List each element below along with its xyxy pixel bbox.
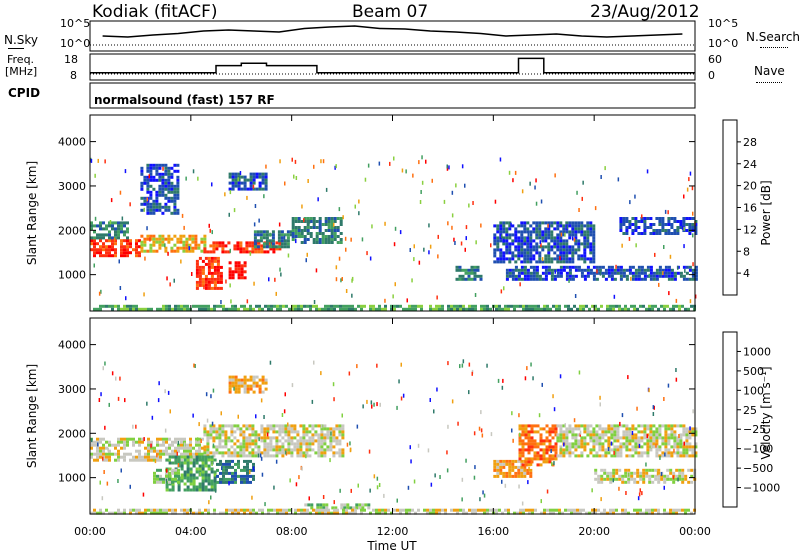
freq-label-line1: Freq. (7, 53, 35, 66)
y-tick-label: 3000 (58, 383, 86, 396)
freq-tick-bottom: 8 (70, 69, 77, 82)
nave-legend-line (756, 82, 782, 83)
velocity-region-1 (203, 424, 345, 458)
n-search-tick-top: 10^5 (708, 17, 739, 30)
x-tick-label: 20:00 (578, 525, 610, 538)
power-region-7 (228, 172, 268, 191)
cpid-label: CPID (8, 86, 41, 100)
power-colorbar-tick-label: 12 (743, 223, 757, 236)
power-region-9 (90, 221, 129, 240)
freq-tick-top: 18 (64, 53, 78, 66)
x-tick-label: 00:00 (74, 525, 106, 538)
velocity-specks (91, 359, 694, 507)
power-ylabel: Slant Range [km] (25, 161, 39, 265)
power-colorbar-frame (722, 119, 738, 296)
velocity-colorbar-tick-label: −25 (743, 423, 766, 436)
n-sky-label: N.Sky (4, 33, 39, 47)
date-title: 23/Aug/2012 (590, 2, 700, 22)
n-sky-legend-line (8, 48, 24, 49)
y-tick-label: 2000 (58, 224, 86, 237)
velocity-region-6 (493, 459, 533, 478)
axes-group: 1000 2000 3000 4000 1000 2000 3000 4000 00:00 04:… (58, 115, 711, 538)
cpid-mode: normalsound (fast) 157 RF (94, 93, 275, 107)
velocity-colorbar-tick-label: −1000 (743, 482, 780, 495)
x-axis-label: Time UT (366, 539, 417, 553)
power-heatmap (90, 155, 698, 311)
nave-tick-bottom: 0 (708, 69, 715, 82)
noise-panel-frame (89, 20, 696, 52)
frequency-line (90, 57, 695, 74)
power-colorbar-tick-label: 28 (743, 136, 757, 149)
power-colorbar-tick-label: 4 (743, 267, 750, 280)
n-sky-tick-bottom: 10^0 (60, 37, 91, 50)
velocity-region-4 (153, 468, 180, 484)
noise-series (90, 25, 695, 46)
freq-series (90, 57, 695, 75)
x-tick-label: 16:00 (477, 525, 509, 538)
velocity-region-3 (216, 459, 255, 484)
velocity-colorbar-tick-label: 100 (743, 384, 764, 397)
power-panel-frame (89, 114, 696, 312)
freq-label-line2: [MHz] (5, 65, 38, 78)
y-tick-label: 2000 (58, 427, 86, 440)
n-search-tick-bottom: 10^0 (708, 37, 739, 50)
y-tick-label: 1000 (58, 472, 86, 485)
power-region-8 (140, 163, 180, 215)
power-region-10 (455, 265, 483, 281)
y-tick-label: 3000 (58, 180, 86, 193)
beam-title: Beam 07 (352, 2, 429, 22)
power-colorbar-tick-label: 16 (743, 202, 757, 215)
n-search-label: N.Search (746, 30, 800, 44)
n-sky-line (102, 25, 683, 38)
power-colorbar-tick-label: 24 (743, 158, 757, 171)
colorbars-group: 28 24 20 16 12 8 4 1000 500 100 25 −25 −100 −500 −1000 (722, 119, 780, 508)
power-specks (90, 155, 697, 304)
power-region-11 (493, 221, 596, 264)
power-region-12 (505, 265, 698, 281)
y-tick-label: 4000 (58, 339, 86, 352)
power-region-0 (90, 239, 141, 258)
velocity-ylabel: Slant Range [km] (25, 364, 39, 468)
x-tick-label: 08:00 (276, 525, 308, 538)
velocity-colorbar-tick-label: −500 (743, 462, 773, 475)
n-search-legend-line (760, 47, 788, 48)
velocity-colorbar-tick-label: 1000 (743, 345, 771, 358)
n-sky-tick-top: 10^5 (60, 17, 91, 30)
power-region-1 (140, 234, 207, 253)
power-colorbar-label: Power [dB] (759, 180, 773, 245)
velocity-region-11 (90, 508, 696, 515)
velocity-region-10 (304, 503, 371, 510)
velocity-colorbar-tick-label: 500 (743, 365, 764, 378)
x-tick-label: 04:00 (175, 525, 207, 538)
velocity-colorbar-label: Velocity [m s⁻¹] (759, 366, 773, 459)
x-tick-label: 00:00 (679, 525, 711, 538)
power-region-4 (228, 261, 247, 280)
power-region-14 (93, 304, 696, 311)
velocity-colorbar-tick-label: −100 (743, 443, 773, 456)
x-tick-label: 12:00 (377, 525, 409, 538)
velocity-colorbar-tick-label: 25 (743, 404, 757, 417)
y-tick-label: 1000 (58, 269, 86, 282)
velocity-region-9 (594, 468, 697, 484)
nave-label: Nave (754, 64, 785, 78)
velocity-colorbar-frame (722, 331, 738, 508)
power-region-6 (291, 217, 343, 244)
power-region-13 (619, 217, 698, 235)
nave-tick-top: 60 (708, 53, 722, 66)
power-colorbar-tick-label: 20 (743, 180, 757, 193)
velocity-region-8 (556, 424, 698, 458)
station-title: Kodiak (fitACF) (92, 2, 218, 22)
freq-panel-frame (89, 53, 696, 81)
y-tick-label: 4000 (58, 136, 86, 149)
cpid-panel-frame (89, 82, 696, 109)
velocity-panel-frame (89, 317, 696, 515)
velocity-heatmap (90, 359, 698, 515)
power-colorbar-tick-label: 8 (743, 245, 750, 258)
velocity-region-5 (228, 375, 268, 394)
velocity-region-7 (518, 424, 558, 467)
power-region-5 (253, 230, 293, 249)
power-region-3 (195, 256, 223, 290)
